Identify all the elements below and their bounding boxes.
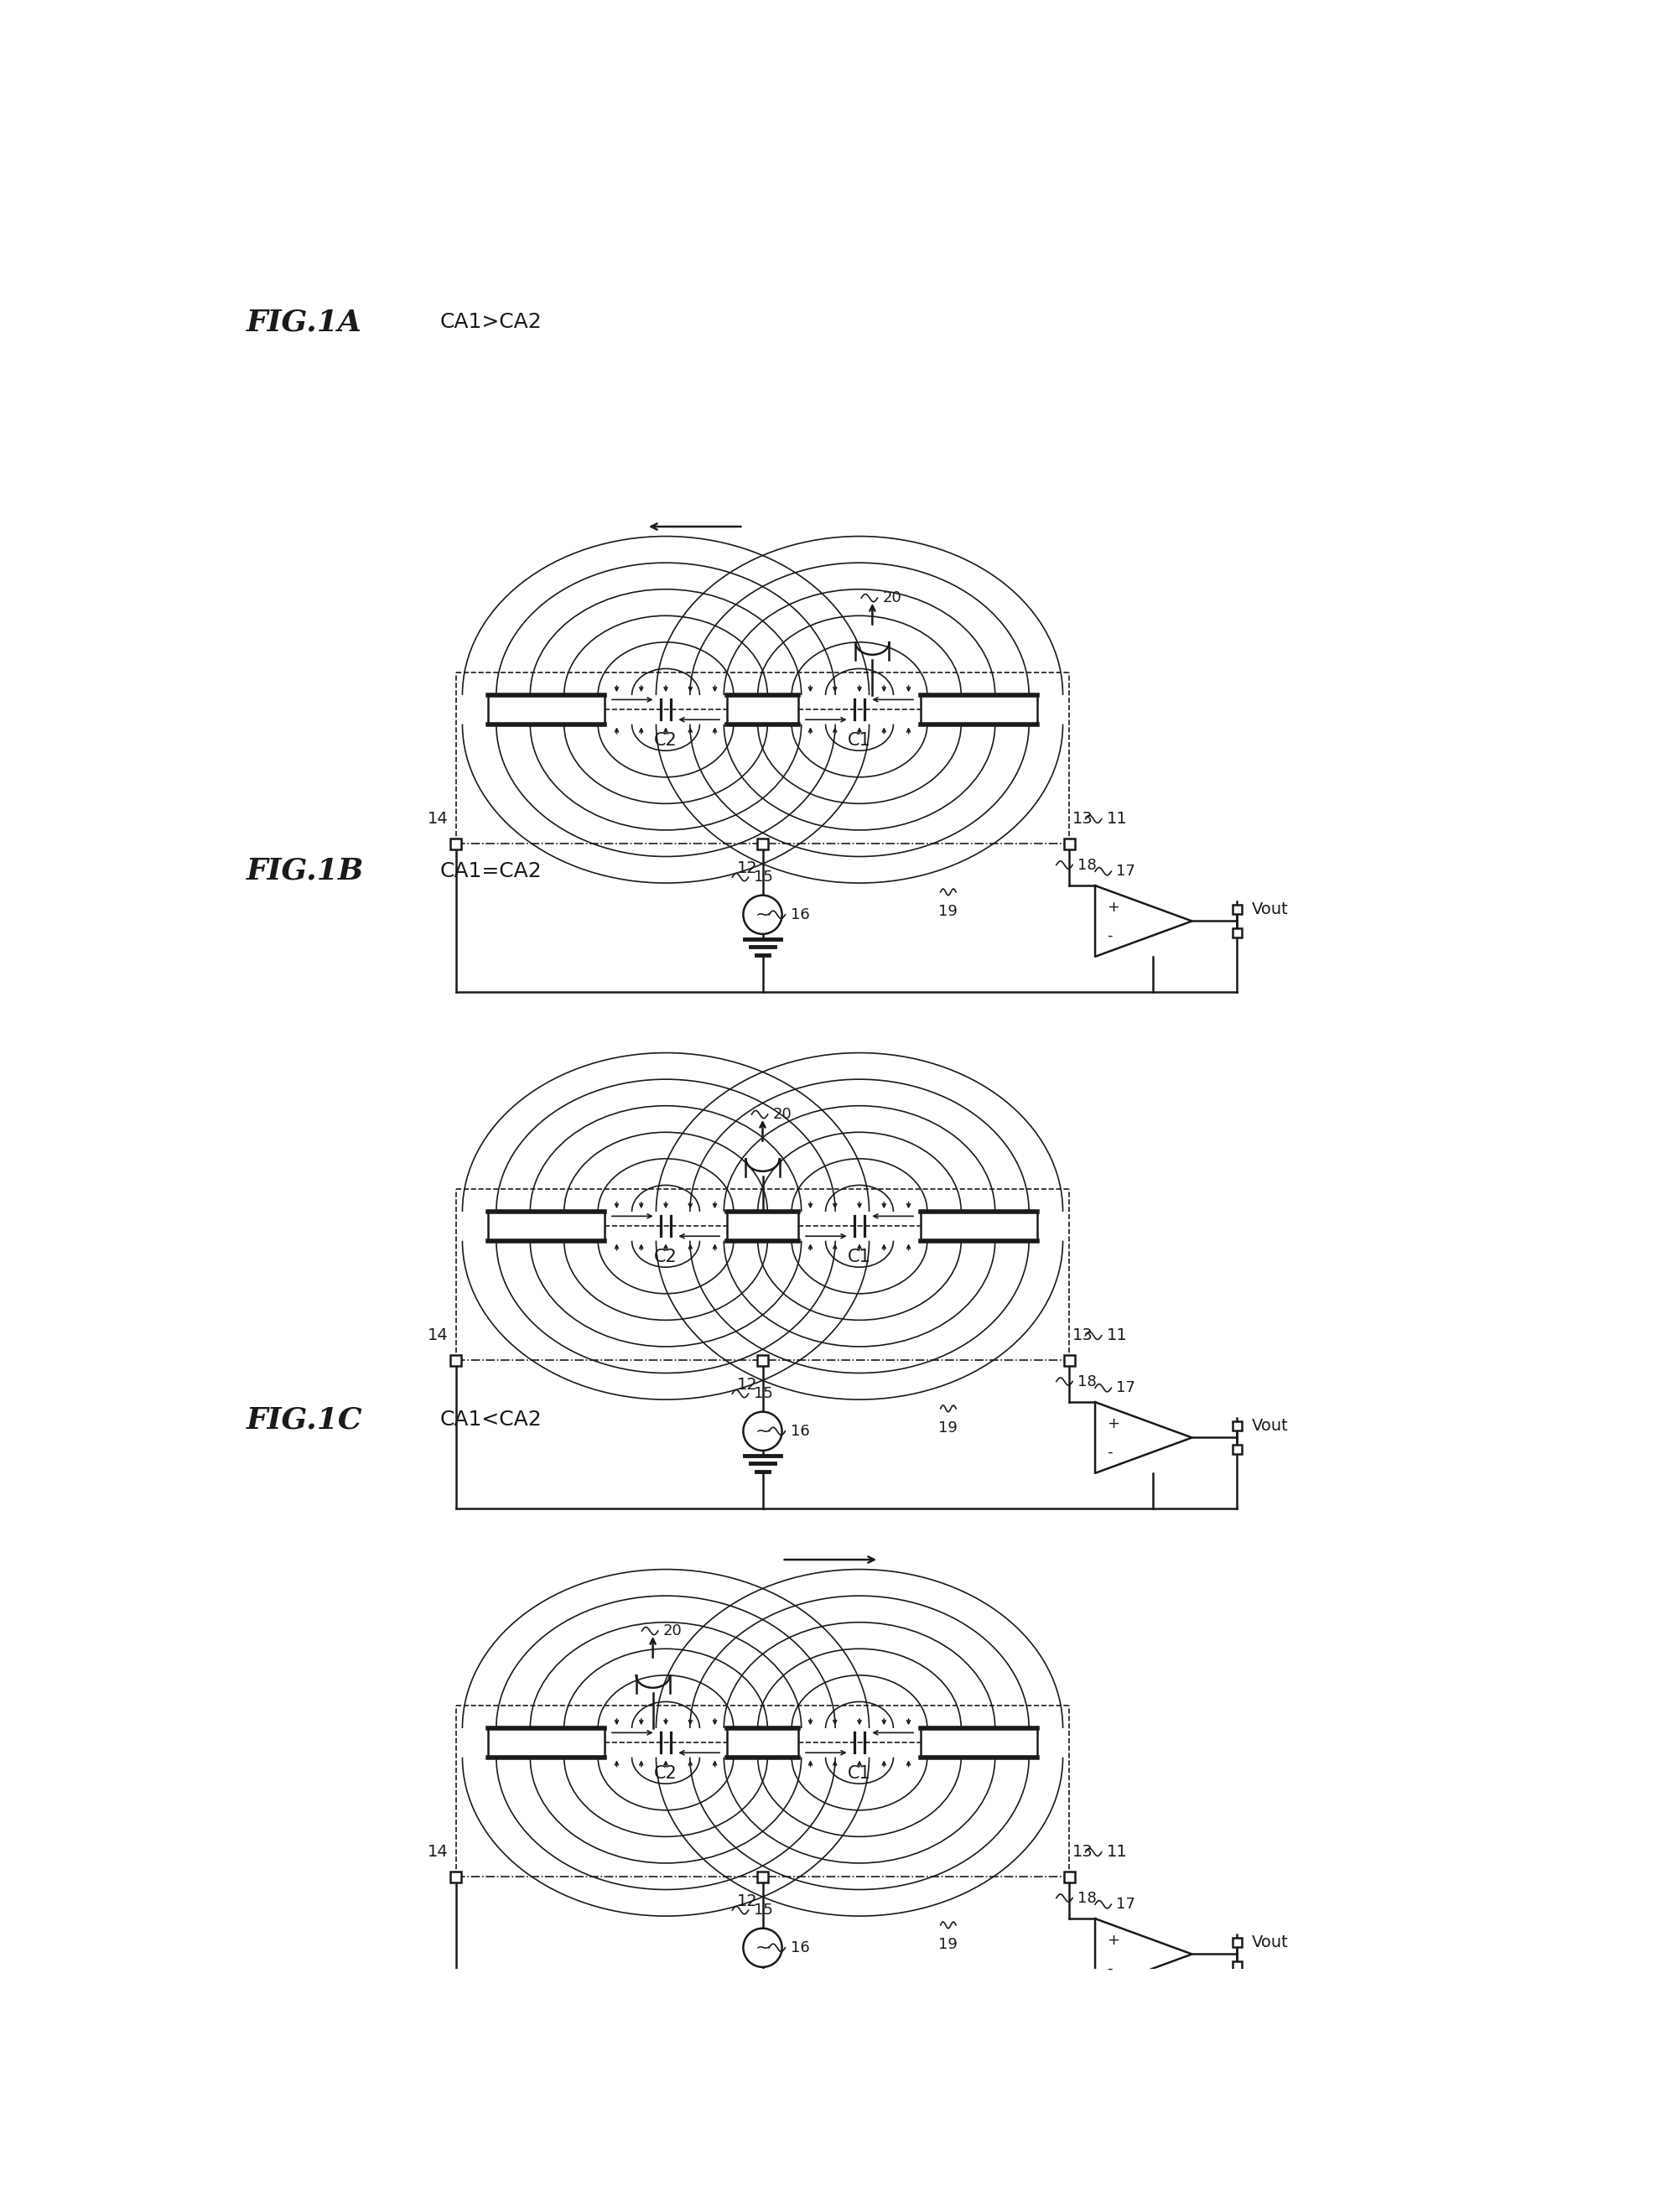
Bar <box>1233 905 1243 914</box>
Circle shape <box>743 896 781 933</box>
Text: 13: 13 <box>1073 1327 1093 1343</box>
Bar <box>451 1354 461 1365</box>
Bar <box>728 1728 798 1756</box>
Bar <box>488 1728 604 1756</box>
Text: C1: C1 <box>849 1765 870 1781</box>
Bar <box>921 1728 1036 1756</box>
Text: +: + <box>1107 1933 1119 1947</box>
Bar <box>1233 1938 1243 1947</box>
Text: CA1>CA2: CA1>CA2 <box>439 312 542 332</box>
Text: 17: 17 <box>1117 1898 1135 1911</box>
Text: 12: 12 <box>736 1376 758 1394</box>
Text: 20: 20 <box>773 1106 792 1121</box>
Text: -: - <box>1107 1960 1112 1975</box>
Text: C1: C1 <box>849 732 870 748</box>
Bar <box>488 1212 604 1241</box>
Text: 15: 15 <box>753 1387 773 1400</box>
Text: 19: 19 <box>939 1420 958 1436</box>
Bar <box>756 1354 768 1365</box>
Text: 14: 14 <box>428 812 448 827</box>
Circle shape <box>743 1411 781 1451</box>
Text: 13: 13 <box>1073 812 1093 827</box>
Bar <box>1063 1871 1075 1882</box>
Bar <box>728 1212 798 1241</box>
Bar <box>756 1871 768 1882</box>
Text: 19: 19 <box>939 1938 958 1951</box>
Text: 18: 18 <box>1078 1891 1097 1905</box>
Bar <box>1233 1960 1243 1971</box>
Text: 15: 15 <box>753 1902 773 1918</box>
Text: 12: 12 <box>736 860 758 876</box>
Bar <box>921 1212 1036 1241</box>
Text: 14: 14 <box>428 1845 448 1860</box>
Text: +: + <box>1107 900 1119 914</box>
Text: +: + <box>1107 1416 1119 1431</box>
Bar <box>451 838 461 849</box>
Text: FIG.1A: FIG.1A <box>247 307 362 336</box>
Text: C1: C1 <box>849 1248 870 1265</box>
Bar <box>488 695 604 723</box>
Text: -: - <box>1107 1444 1112 1460</box>
Text: 14: 14 <box>428 1327 448 1343</box>
Text: C2: C2 <box>654 732 678 748</box>
Text: ~: ~ <box>755 907 770 922</box>
Text: FIG.1B: FIG.1B <box>247 856 364 885</box>
Circle shape <box>743 1929 781 1966</box>
Bar <box>1233 1420 1243 1431</box>
Text: 18: 18 <box>1078 1374 1097 1389</box>
Text: C2: C2 <box>654 1248 678 1265</box>
Text: CA1=CA2: CA1=CA2 <box>439 860 542 880</box>
Text: ~: ~ <box>755 1422 770 1440</box>
Text: ~: ~ <box>755 1940 770 1955</box>
Text: 16: 16 <box>790 1940 810 1955</box>
Bar <box>451 1871 461 1882</box>
Bar <box>921 695 1036 723</box>
Bar <box>1063 1354 1075 1365</box>
Text: 20: 20 <box>882 591 902 606</box>
Text: 17: 17 <box>1117 865 1135 878</box>
Text: 13: 13 <box>1073 1845 1093 1860</box>
Text: 19: 19 <box>939 905 958 918</box>
Text: 16: 16 <box>790 907 810 922</box>
Bar <box>756 838 768 849</box>
Bar <box>1233 1444 1243 1453</box>
Bar <box>1233 927 1243 938</box>
Bar <box>1063 838 1075 849</box>
Text: 12: 12 <box>736 1893 758 1909</box>
Text: Vout: Vout <box>1251 902 1288 918</box>
Text: 18: 18 <box>1078 858 1097 872</box>
Text: 16: 16 <box>790 1425 810 1438</box>
Text: 11: 11 <box>1107 1845 1127 1860</box>
Text: Vout: Vout <box>1251 1418 1288 1433</box>
Text: FIG.1C: FIG.1C <box>247 1405 362 1433</box>
Text: 20: 20 <box>662 1624 683 1639</box>
Text: Vout: Vout <box>1251 1936 1288 1951</box>
Bar <box>728 695 798 723</box>
Text: 11: 11 <box>1107 1327 1127 1343</box>
Text: 15: 15 <box>753 869 773 885</box>
Text: C2: C2 <box>654 1765 678 1781</box>
Text: 11: 11 <box>1107 812 1127 827</box>
Text: 17: 17 <box>1117 1380 1135 1396</box>
Text: CA1<CA2: CA1<CA2 <box>439 1409 542 1429</box>
Text: -: - <box>1107 927 1112 942</box>
